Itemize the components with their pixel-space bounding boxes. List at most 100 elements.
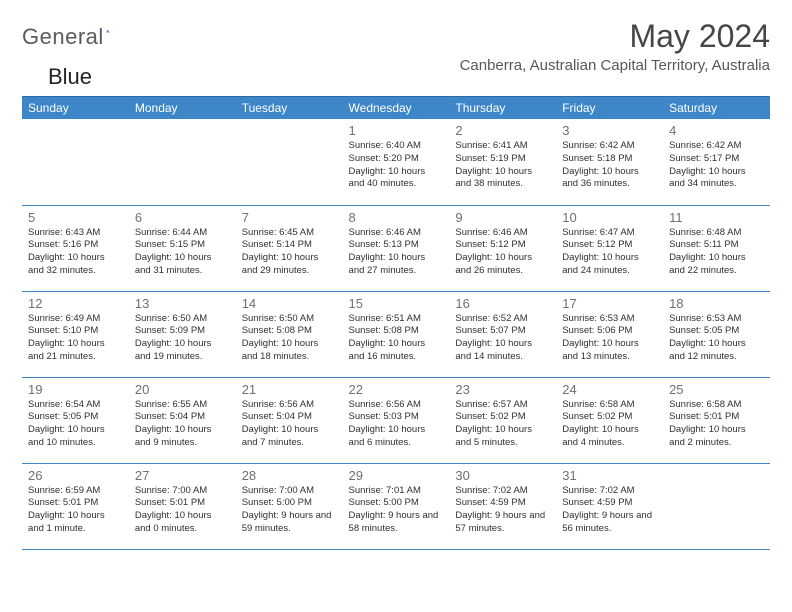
calendar-day-cell: 12Sunrise: 6:49 AMSunset: 5:10 PMDayligh… xyxy=(22,291,129,377)
day-number: 24 xyxy=(562,382,657,397)
day-info: Sunrise: 6:55 AMSunset: 5:04 PMDaylight:… xyxy=(135,399,230,450)
calendar-day-cell: 1Sunrise: 6:40 AMSunset: 5:20 PMDaylight… xyxy=(343,119,450,205)
day-info: Sunrise: 6:46 AMSunset: 5:13 PMDaylight:… xyxy=(349,227,444,278)
calendar-day-cell: 26 Sunrise: 6:59 AMSunset: 5:01 PMDayligh… xyxy=(22,463,129,549)
brand-text-1: General xyxy=(22,24,104,50)
calendar-week-row: 19Sunrise: 6:54 AMSunset: 5:05 PMDayligh… xyxy=(22,377,770,463)
day-info: Sunrise: 6:44 AMSunset: 5:15 PMDaylight:… xyxy=(135,227,230,278)
title-block: May 2024 Canberra, Australian Capital Te… xyxy=(460,18,770,74)
day-number: 30 xyxy=(455,468,550,483)
month-title: May 2024 xyxy=(460,18,770,55)
day-number: 21 xyxy=(242,382,337,397)
day-info: Sunrise: 6:53 AMSunset: 5:06 PMDaylight:… xyxy=(562,313,657,364)
day-info: Sunrise: 6:56 AMSunset: 5:04 PMDaylight:… xyxy=(242,399,337,450)
day-info: Sunrise: 6:56 AMSunset: 5:03 PMDaylight:… xyxy=(349,399,444,450)
day-number: 15 xyxy=(349,296,444,311)
calendar-day-cell: 18 Sunrise: 6:53 AMSunset: 5:05 PMDayligh… xyxy=(663,291,770,377)
day-number: 9 xyxy=(455,210,550,225)
calendar-week-row: 5 Sunrise: 6:43 AMSunset: 5:16 PMDaylight… xyxy=(22,205,770,291)
day-number: 2 xyxy=(455,123,550,138)
calendar-day-cell: 30 Sunrise: 7:02 AMSunset: 4:59 PMDayligh… xyxy=(449,463,556,549)
weekday-header: Saturday xyxy=(663,97,770,120)
calendar-day-cell xyxy=(663,463,770,549)
day-info: Sunrise: 6:57 AMSunset: 5:02 PMDaylight:… xyxy=(455,399,550,450)
day-info: Sunrise: 6:40 AMSunset: 5:20 PMDaylight:… xyxy=(349,140,444,191)
day-info: Sunrise: 6:53 AMSunset: 5:05 PMDaylight:… xyxy=(669,313,764,364)
calendar-day-cell xyxy=(22,119,129,205)
day-number: 28 xyxy=(242,468,337,483)
day-info: Sunrise: 6:51 AMSunset: 5:08 PMDaylight:… xyxy=(349,313,444,364)
day-number: 18 xyxy=(669,296,764,311)
calendar-day-cell: 22 Sunrise: 6:56 AMSunset: 5:03 PMDayligh… xyxy=(343,377,450,463)
day-info: Sunrise: 6:52 AMSunset: 5:07 PMDaylight:… xyxy=(455,313,550,364)
day-info: Sunrise: 7:00 AMSunset: 5:01 PMDaylight:… xyxy=(135,485,230,536)
day-info: Sunrise: 6:58 AMSunset: 5:01 PMDaylight:… xyxy=(669,399,764,450)
calendar-day-cell: 17 Sunrise: 6:53 AMSunset: 5:06 PMDayligh… xyxy=(556,291,663,377)
calendar-day-cell: 20 Sunrise: 6:55 AMSunset: 5:04 PMDayligh… xyxy=(129,377,236,463)
calendar-day-cell: 13Sunrise: 6:50 AMSunset: 5:09 PMDayligh… xyxy=(129,291,236,377)
day-info: Sunrise: 7:02 AMSunset: 4:59 PMDaylight:… xyxy=(562,485,657,536)
weekday-header-row: SundayMondayTuesdayWednesdayThursdayFrid… xyxy=(22,97,770,120)
calendar-day-cell: 19Sunrise: 6:54 AMSunset: 5:05 PMDayligh… xyxy=(22,377,129,463)
day-info: Sunrise: 6:47 AMSunset: 5:12 PMDaylight:… xyxy=(562,227,657,278)
day-info: Sunrise: 6:45 AMSunset: 5:14 PMDaylight:… xyxy=(242,227,337,278)
calendar-table: SundayMondayTuesdayWednesdayThursdayFrid… xyxy=(22,96,770,550)
location-subtitle: Canberra, Australian Capital Territory, … xyxy=(460,57,770,74)
day-number: 23 xyxy=(455,382,550,397)
day-number: 22 xyxy=(349,382,444,397)
day-number: 10 xyxy=(562,210,657,225)
calendar-day-cell: 21 Sunrise: 6:56 AMSunset: 5:04 PMDayligh… xyxy=(236,377,343,463)
calendar-body: 1Sunrise: 6:40 AMSunset: 5:20 PMDaylight… xyxy=(22,119,770,549)
day-info: Sunrise: 6:43 AMSunset: 5:16 PMDaylight:… xyxy=(28,227,123,278)
calendar-day-cell: 24 Sunrise: 6:58 AMSunset: 5:02 PMDayligh… xyxy=(556,377,663,463)
calendar-day-cell: 14Sunrise: 6:50 AMSunset: 5:08 PMDayligh… xyxy=(236,291,343,377)
calendar-day-cell: 28 Sunrise: 7:00 AMSunset: 5:00 PMDayligh… xyxy=(236,463,343,549)
calendar-day-cell: 7Sunrise: 6:45 AMSunset: 5:14 PMDaylight… xyxy=(236,205,343,291)
day-info: Sunrise: 6:41 AMSunset: 5:19 PMDaylight:… xyxy=(455,140,550,191)
day-info: Sunrise: 7:00 AMSunset: 5:00 PMDaylight:… xyxy=(242,485,337,536)
day-number: 26 xyxy=(28,468,123,483)
calendar-day-cell: 16 Sunrise: 6:52 AMSunset: 5:07 PMDayligh… xyxy=(449,291,556,377)
calendar-day-cell: 11 Sunrise: 6:48 AMSunset: 5:11 PMDayligh… xyxy=(663,205,770,291)
day-number: 29 xyxy=(349,468,444,483)
day-number: 5 xyxy=(28,210,123,225)
brand-sail-icon xyxy=(106,21,110,41)
weekday-header: Monday xyxy=(129,97,236,120)
calendar-week-row: 1Sunrise: 6:40 AMSunset: 5:20 PMDaylight… xyxy=(22,119,770,205)
day-number: 27 xyxy=(135,468,230,483)
calendar-week-row: 12Sunrise: 6:49 AMSunset: 5:10 PMDayligh… xyxy=(22,291,770,377)
day-info: Sunrise: 6:42 AMSunset: 5:18 PMDaylight:… xyxy=(562,140,657,191)
weekday-header: Tuesday xyxy=(236,97,343,120)
day-info: Sunrise: 6:49 AMSunset: 5:10 PMDaylight:… xyxy=(28,313,123,364)
day-info: Sunrise: 6:59 AMSunset: 5:01 PMDaylight:… xyxy=(28,485,123,536)
day-number: 6 xyxy=(135,210,230,225)
weekday-header: Friday xyxy=(556,97,663,120)
calendar-day-cell: 4Sunrise: 6:42 AMSunset: 5:17 PMDaylight… xyxy=(663,119,770,205)
day-number: 25 xyxy=(669,382,764,397)
day-number: 11 xyxy=(669,210,764,225)
calendar-day-cell: 2 Sunrise: 6:41 AMSunset: 5:19 PMDaylight… xyxy=(449,119,556,205)
calendar-week-row: 26 Sunrise: 6:59 AMSunset: 5:01 PMDayligh… xyxy=(22,463,770,549)
day-info: Sunrise: 6:58 AMSunset: 5:02 PMDaylight:… xyxy=(562,399,657,450)
day-info: Sunrise: 6:50 AMSunset: 5:08 PMDaylight:… xyxy=(242,313,337,364)
calendar-day-cell xyxy=(236,119,343,205)
weekday-header: Wednesday xyxy=(343,97,450,120)
day-number: 20 xyxy=(135,382,230,397)
calendar-day-cell: 15 Sunrise: 6:51 AMSunset: 5:08 PMDayligh… xyxy=(343,291,450,377)
calendar-day-cell: 9Sunrise: 6:46 AMSunset: 5:12 PMDaylight… xyxy=(449,205,556,291)
day-number: 31 xyxy=(562,468,657,483)
day-info: Sunrise: 6:48 AMSunset: 5:11 PMDaylight:… xyxy=(669,227,764,278)
brand-text-2: Blue xyxy=(48,64,92,89)
calendar-day-cell: 27 Sunrise: 7:00 AMSunset: 5:01 PMDayligh… xyxy=(129,463,236,549)
day-info: Sunrise: 7:02 AMSunset: 4:59 PMDaylight:… xyxy=(455,485,550,536)
day-number: 16 xyxy=(455,296,550,311)
day-number: 17 xyxy=(562,296,657,311)
calendar-day-cell: 8Sunrise: 6:46 AMSunset: 5:13 PMDaylight… xyxy=(343,205,450,291)
weekday-header: Sunday xyxy=(22,97,129,120)
calendar-day-cell: 25 Sunrise: 6:58 AMSunset: 5:01 PMDayligh… xyxy=(663,377,770,463)
calendar-day-cell: 5 Sunrise: 6:43 AMSunset: 5:16 PMDaylight… xyxy=(22,205,129,291)
day-number: 4 xyxy=(669,123,764,138)
calendar-day-cell xyxy=(129,119,236,205)
day-number: 3 xyxy=(562,123,657,138)
calendar-day-cell: 31 Sunrise: 7:02 AMSunset: 4:59 PMDayligh… xyxy=(556,463,663,549)
